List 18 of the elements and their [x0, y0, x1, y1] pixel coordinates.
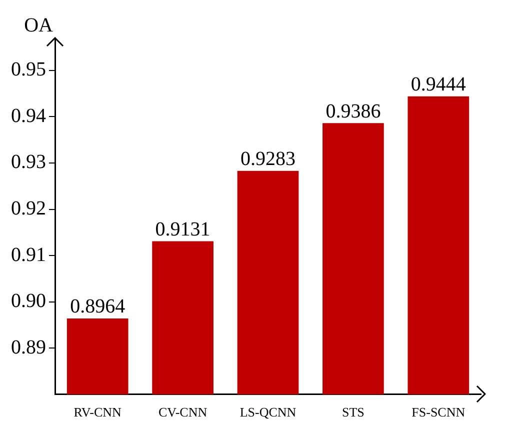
data-label: 0.9131 [155, 218, 210, 240]
y-tick-label: 0.95 [11, 58, 46, 81]
x-tick-label: RV-CNN [74, 404, 122, 420]
x-tick-label: STS [342, 404, 364, 420]
y-tick-label: 0.89 [11, 336, 46, 358]
x-tick-label: FS-SCNN [412, 404, 466, 420]
x-tick-label: CV-CNN [158, 404, 208, 420]
data-label: 0.8964 [70, 296, 126, 318]
y-tick-label: 0.91 [11, 244, 46, 266]
data-label: 0.9444 [410, 74, 466, 96]
y-tick-label: 0.90 [11, 290, 46, 312]
y-axis-title: OA [24, 14, 54, 36]
data-label: 0.9283 [240, 148, 296, 170]
y-tick-label: 0.92 [11, 198, 46, 220]
y-tick-label: 0.94 [11, 104, 46, 127]
x-tick-label: LS-QCNN [240, 404, 297, 420]
data-label: 0.9386 [326, 100, 381, 122]
y-tick-label: 0.93 [11, 151, 46, 174]
